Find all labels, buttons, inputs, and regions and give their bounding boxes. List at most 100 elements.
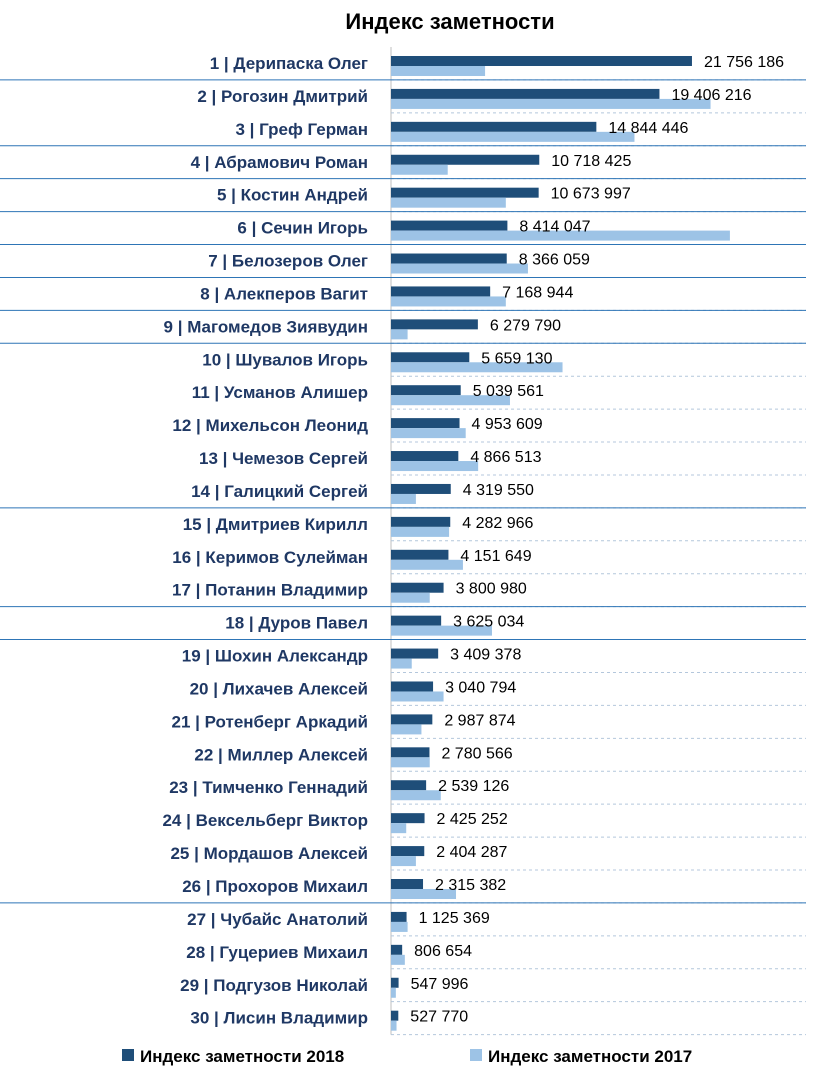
bar-2018 — [391, 516, 451, 527]
data-label-2018: 2 404 287 — [436, 844, 507, 861]
bar-2018 — [391, 121, 597, 132]
category-label: 20 | Лихачев Алексей — [190, 679, 368, 698]
bar-2018 — [391, 418, 460, 429]
category-label: 18 | Дуров Павел — [225, 614, 368, 633]
legend-swatch-2017 — [470, 1049, 482, 1061]
bar-2017 — [391, 856, 416, 867]
bar-2018 — [391, 220, 508, 231]
data-label-2018: 2 780 566 — [441, 745, 512, 762]
bar-2018 — [391, 88, 660, 99]
category-label: 7 | Белозеров Олег — [208, 252, 368, 271]
bar-2017 — [391, 362, 563, 373]
category-label: 17 | Потанин Владимир — [172, 581, 368, 600]
bar-2018 — [391, 780, 427, 791]
bar-2018 — [391, 253, 507, 264]
bar-2017 — [391, 296, 506, 307]
bar-2018 — [391, 451, 459, 462]
legend-label-2018: Индекс заметности 2018 — [140, 1047, 344, 1066]
data-label-2018: 3 040 794 — [445, 679, 516, 696]
data-label-2018: 19 406 216 — [671, 87, 751, 104]
bar-2017 — [391, 263, 528, 274]
category-label: 15 | Дмитриев Кирилл — [183, 515, 368, 534]
data-label-2018: 6 279 790 — [490, 317, 561, 334]
bar-2018 — [391, 352, 470, 363]
bar-2017 — [391, 461, 479, 472]
bar-2018 — [391, 319, 478, 330]
category-label: 1 | Дерипаска Олег — [210, 54, 368, 73]
bar-2018 — [391, 483, 451, 494]
bar-2017 — [391, 790, 441, 801]
bar-2018 — [391, 681, 434, 692]
bar-2017 — [391, 98, 711, 109]
category-label: 16 | Керимов Сулейман — [172, 548, 368, 567]
bar-2018 — [391, 187, 539, 198]
category-label: 29 | Подгузов Николай — [180, 976, 368, 995]
bar-2018 — [391, 813, 425, 824]
bar-2018 — [391, 154, 540, 165]
data-label-2018: 14 844 446 — [608, 120, 688, 137]
value-labels: 21 756 186 19 406 216 14 844 446 10 718 425… — [410, 54, 784, 1026]
data-label-2018: 547 996 — [411, 976, 469, 993]
data-label-2018: 4 151 649 — [460, 548, 531, 565]
category-label: 5 | Костин Андрей — [217, 186, 368, 205]
bar-2018 — [391, 56, 692, 66]
row-separators — [0, 79, 806, 904]
bar-2017 — [391, 592, 430, 603]
bar-2018 — [391, 977, 399, 988]
data-label-2018: 10 673 997 — [551, 186, 631, 203]
category-label: 12 | Михельсон Леонид — [172, 416, 368, 435]
data-label-2018: 21 756 186 — [704, 54, 784, 71]
category-labels: 1 | Дерипаска Олег 2 | Рогозин Дмитрий 3 |… — [162, 54, 368, 1028]
bar-2017 — [391, 395, 510, 406]
bar-2017 — [391, 526, 450, 537]
bar-2017 — [391, 66, 486, 76]
data-label-2018: 8 366 059 — [519, 252, 590, 269]
data-label-2018: 1 125 369 — [419, 910, 490, 927]
category-label: 26 | Прохоров Михаил — [182, 877, 368, 896]
data-label-2018: 10 718 425 — [551, 153, 631, 170]
bar-2017 — [391, 164, 448, 175]
data-label-2018: 806 654 — [414, 943, 472, 960]
data-label-2018: 3 409 378 — [450, 647, 521, 664]
legend: Индекс заметности 2018 Индекс заметности… — [122, 1047, 692, 1066]
bar-2017 — [391, 131, 635, 142]
bar-2018 — [391, 385, 461, 396]
category-label: 14 | Галицкий Сергей — [191, 482, 368, 501]
bar-2017 — [391, 559, 463, 570]
bar-2017 — [391, 625, 492, 636]
data-label-2018: 4 866 513 — [470, 449, 541, 466]
data-label-2018: 3 625 034 — [453, 614, 524, 631]
data-label-2018: 4 319 550 — [463, 482, 534, 499]
category-label: 25 | Мордашов Алексей — [170, 844, 368, 863]
category-label: 23 | Тимченко Геннадий — [169, 778, 368, 797]
bar-2018 — [391, 286, 491, 297]
bar-2017 — [391, 197, 506, 208]
data-label-2018: 3 800 980 — [456, 581, 527, 598]
bar-2018 — [391, 549, 449, 560]
bar-2017 — [391, 329, 408, 340]
bar-2017 — [391, 921, 408, 932]
category-label: 19 | Шохин Александр — [182, 647, 368, 666]
bar-2017 — [391, 493, 416, 504]
bar-2018 — [391, 648, 439, 659]
bar-2017 — [391, 428, 466, 439]
bars — [391, 56, 730, 1031]
data-label-2018: 4 282 966 — [462, 515, 533, 532]
category-label: 6 | Сечин Игорь — [237, 219, 368, 238]
legend-swatch-2018 — [122, 1049, 134, 1061]
data-label-2018: 2 425 252 — [437, 811, 508, 828]
category-label: 8 | Алекперов Вагит — [200, 284, 368, 303]
chart-title: Индекс заметности — [345, 9, 554, 34]
category-label: 22 | Миллер Алексей — [194, 745, 368, 764]
bar-2018 — [391, 846, 425, 857]
data-label-2018: 4 953 609 — [472, 416, 543, 433]
category-label: 11 | Усманов Алишер — [192, 383, 368, 402]
bar-2018 — [391, 747, 430, 758]
data-label-2018: 7 168 944 — [502, 284, 573, 301]
bar-2017 — [391, 691, 444, 702]
bar-2018 — [391, 944, 403, 955]
bar-2018 — [391, 714, 433, 725]
bar-2018 — [391, 879, 424, 889]
bar-2017 — [391, 230, 730, 241]
